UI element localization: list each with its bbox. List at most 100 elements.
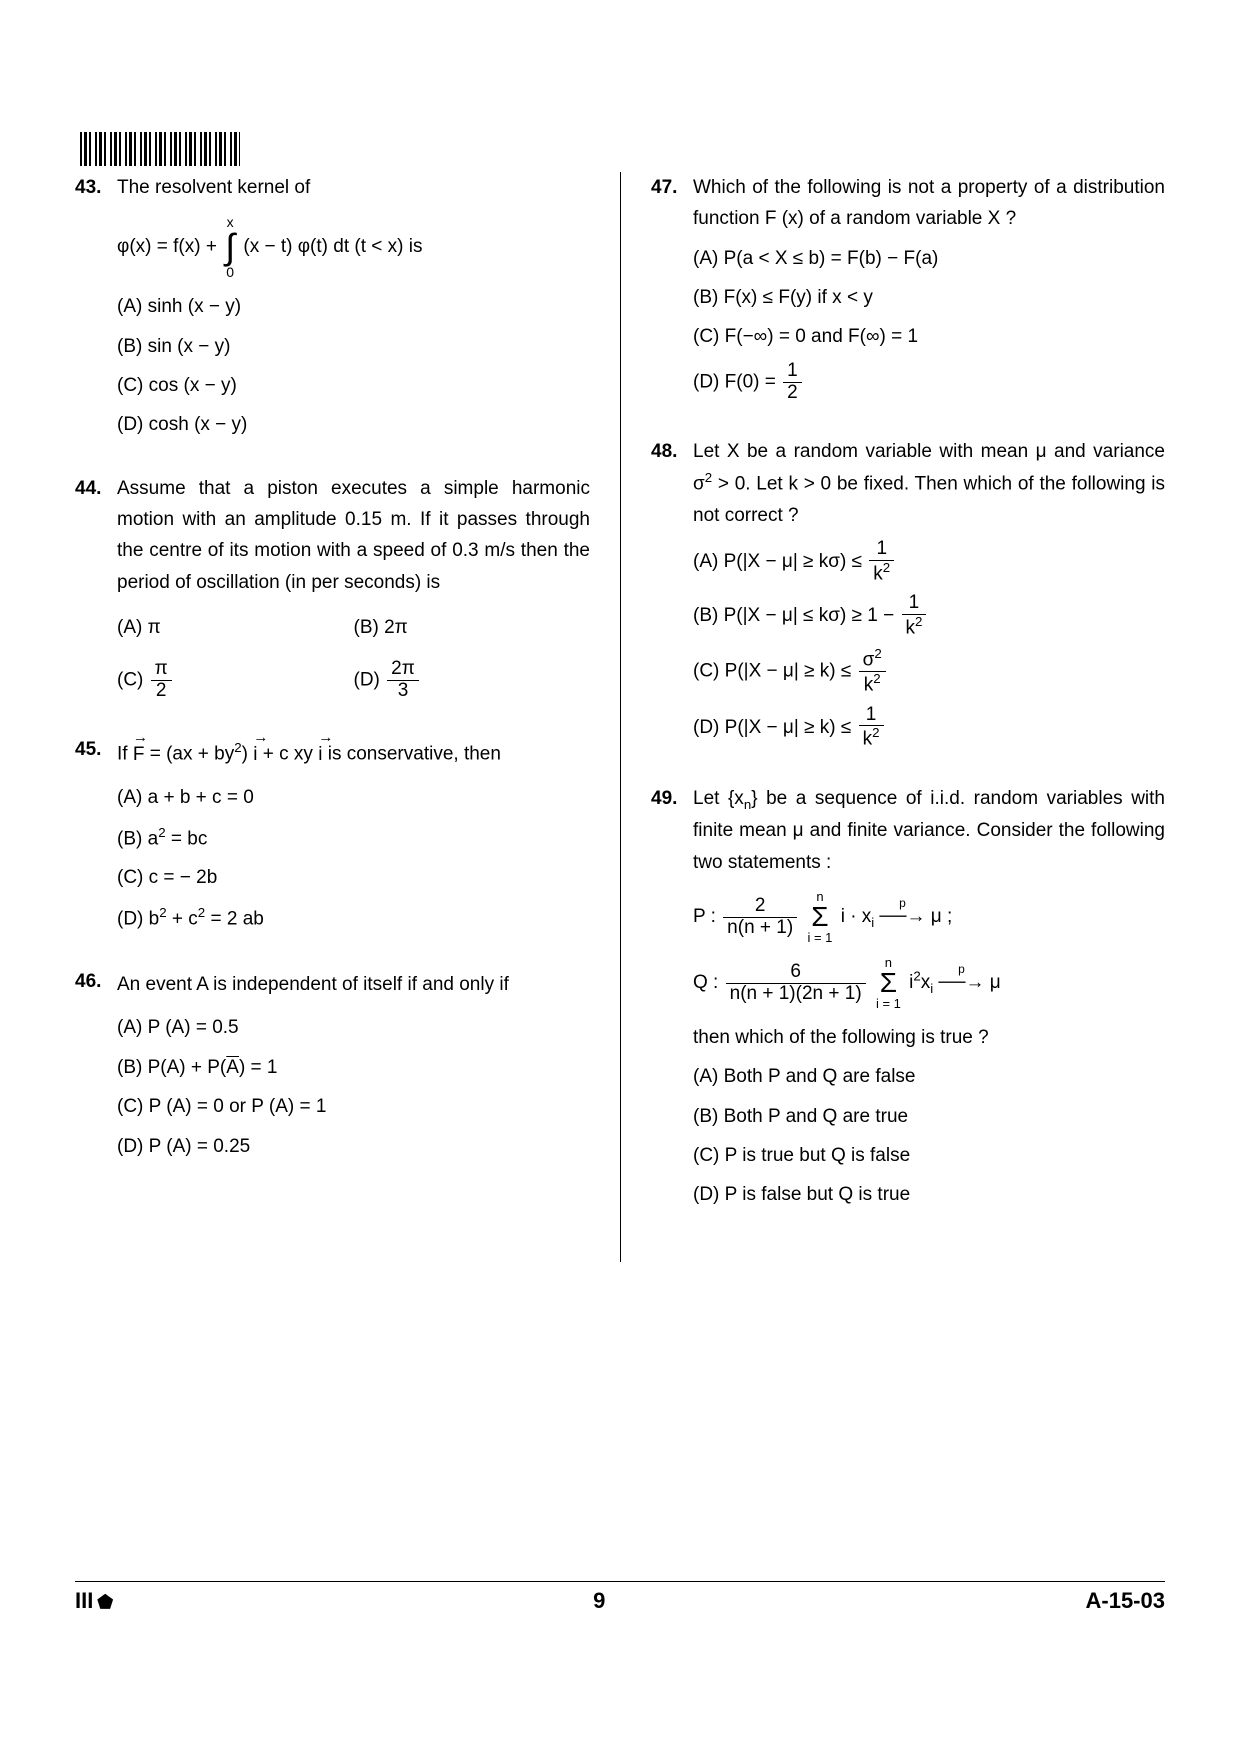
numerator: 1 <box>859 705 884 727</box>
stem-post: > 0. Let k > 0 be fixed. Then which of t… <box>693 473 1165 525</box>
question-number: 47. <box>651 172 693 412</box>
option-b: (B) 2π <box>354 612 591 643</box>
text: (D) b <box>117 908 159 929</box>
arrow: ─p─→ <box>939 972 985 993</box>
sup: 2 <box>159 905 166 920</box>
text: (B) P(|X − μ| ≤ kσ) ≥ 1 − <box>693 605 900 626</box>
option-d: (D) P(|X − μ| ≥ k) ≤ 1 k2 <box>693 705 1165 751</box>
denominator: 2 <box>151 681 172 702</box>
numerator: 1 <box>902 593 927 615</box>
footer-left: III <box>75 1588 113 1614</box>
sigma-symbol: Σ <box>876 969 901 997</box>
option-a: (A) sinh (x − y) <box>117 291 590 322</box>
question-stem: Which of the following is not a property… <box>693 177 1165 229</box>
option-c: (C) P (A) = 0 or P (A) = 1 <box>117 1091 590 1122</box>
text: (A) P(|X − μ| ≥ kσ) ≤ <box>693 551 867 572</box>
option-b: (B) F(x) ≤ F(y) if x < y <box>693 282 1165 313</box>
question-49: 49. Let {xn} be a sequence of i.i.d. ran… <box>651 783 1165 1219</box>
text: (B) a <box>117 828 158 849</box>
fraction: 2π 3 <box>387 659 419 702</box>
options: (A) P(a < X ≤ b) = F(b) − F(a) (B) F(x) … <box>693 243 1165 404</box>
question-46: 46. An event A is independent of itself … <box>75 966 590 1169</box>
question-body: Which of the following is not a property… <box>693 172 1165 412</box>
sub: i <box>871 915 874 930</box>
option-b: (B) P(A) + P(A) = 1 <box>117 1052 590 1083</box>
stem-post: } be a sequence of i.i.d. random variabl… <box>693 788 1165 873</box>
option-a: (A) a + b + c = 0 <box>117 782 590 813</box>
text: ) = 1 <box>239 1057 278 1078</box>
text: + c <box>167 908 198 929</box>
sub: i <box>930 981 933 996</box>
sup: 2 <box>913 969 920 984</box>
two-column-layout: 43. The resolvent kernel of φ(x) = f(x) … <box>75 172 1165 1262</box>
numerator: π <box>151 659 172 681</box>
question-number: 44. <box>75 473 117 711</box>
right-column: 47. Which of the following is not a prop… <box>620 172 1165 1262</box>
question-number: 45. <box>75 734 117 942</box>
question-44: 44. Assume that a piston executes a simp… <box>75 473 590 711</box>
text: = 2 ab <box>205 908 264 929</box>
option-c: (C) P(|X − μ| ≥ k) ≤ σ2 k2 <box>693 647 1165 696</box>
left-column: 43. The resolvent kernel of φ(x) = f(x) … <box>75 172 620 1262</box>
options: (A) Both P and Q are false (B) Both P an… <box>693 1061 1165 1210</box>
vector-F: F <box>133 735 145 775</box>
question-number: 48. <box>651 436 693 759</box>
lower: i = 1 <box>807 931 832 944</box>
sigma: n Σ i = 1 <box>876 956 901 1010</box>
option-a: (A) Both P and Q are false <box>693 1061 1165 1092</box>
footer-right: A-15-03 <box>1086 1588 1165 1614</box>
options: (A) sinh (x − y) (B) sin (x − y) (C) cos… <box>117 291 590 440</box>
numerator: σ2 <box>859 647 886 672</box>
num-base: σ <box>863 649 875 670</box>
stem-mid: is conservative, then <box>328 744 501 765</box>
sigma: n Σ i = 1 <box>807 890 832 944</box>
numerator: 1 <box>869 539 894 561</box>
option-c: (C) P is true but Q is false <box>693 1140 1165 1171</box>
fraction: 1 2 <box>783 361 802 404</box>
vector-i: i <box>318 735 322 775</box>
option-d: (D) b2 + c2 = 2 ab <box>117 902 590 935</box>
question-stem: An event A is independent of itself if a… <box>117 974 509 995</box>
option-d: (D) P is false but Q is true <box>693 1179 1165 1210</box>
footer-left-text: III <box>75 1588 93 1613</box>
text: (D) P(|X − μ| ≥ k) ≤ <box>693 717 857 738</box>
question-number: 46. <box>75 966 117 1169</box>
numerator: 1 <box>783 361 802 383</box>
question-47: 47. Which of the following is not a prop… <box>651 172 1165 412</box>
question-body: Let X be a random variable with mean μ a… <box>693 436 1165 759</box>
denominator: k2 <box>859 726 884 750</box>
denominator: k2 <box>869 561 894 585</box>
lower: i = 1 <box>876 997 901 1010</box>
option-d: (D) P (A) = 0.25 <box>117 1131 590 1162</box>
option-c: (C) π 2 <box>117 659 354 702</box>
options: (A) π (B) 2π (C) π 2 <box>117 604 590 710</box>
option-b: (B) sin (x − y) <box>117 331 590 362</box>
stem-pre: Let {x <box>693 788 744 809</box>
options: (A) P (A) = 0.5 (B) P(A) + P(A) = 1 (C) … <box>117 1012 590 1161</box>
arrow-label: p <box>899 894 906 914</box>
exam-page: 43. The resolvent kernel of φ(x) = f(x) … <box>0 0 1240 1754</box>
fraction: π 2 <box>151 659 172 702</box>
arrow-label: p <box>958 960 965 980</box>
option-a: (A) π <box>117 612 354 643</box>
statement-Q: Q : 6 n(n + 1)(2n + 1) n Σ i = 1 i2xi ─p… <box>693 956 1165 1010</box>
option-c: (C) c = − 2b <box>117 862 590 893</box>
options: (A) a + b + c = 0 (B) a2 = bc (C) c = − … <box>117 782 590 934</box>
denominator: 3 <box>387 681 419 702</box>
question-body: Let {xn} be a sequence of i.i.d. random … <box>693 783 1165 1219</box>
label: (C) <box>117 670 149 691</box>
pentagon-icon <box>93 1588 113 1613</box>
option-d: (D) F(0) = 1 2 <box>693 361 1165 404</box>
option-b: (B) Both P and Q are true <box>693 1101 1165 1132</box>
numerator: 6 <box>726 962 866 984</box>
option-a: (A) P (A) = 0.5 <box>117 1012 590 1043</box>
label-P: P : <box>693 906 721 927</box>
eq-rhs: (x − t) φ(t) dt (t < x) is <box>243 236 422 257</box>
eq-lhs: φ(x) = f(x) + <box>117 236 217 257</box>
numerator: 2 <box>723 896 797 918</box>
option-c: (C) cos (x − y) <box>117 370 590 401</box>
question-48: 48. Let X be a random variable with mean… <box>651 436 1165 759</box>
fraction: 2 n(n + 1) <box>723 896 797 939</box>
denominator: n(n + 1) <box>723 918 797 939</box>
arrow: ─p─→ <box>880 906 926 927</box>
